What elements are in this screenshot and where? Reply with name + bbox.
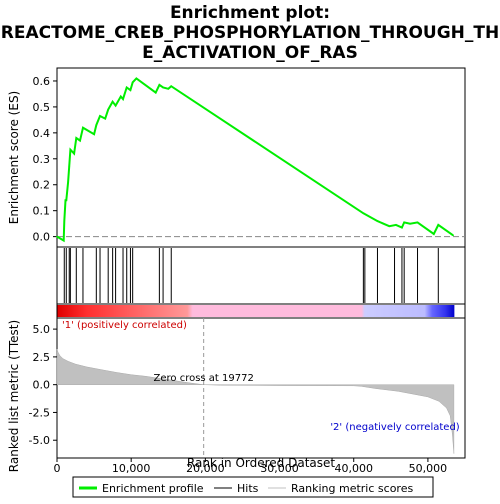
rank-bar-gradient-fill: [57, 305, 455, 317]
legend-label: Enrichment profile: [102, 482, 204, 495]
legend: Enrichment profile Hits Ranking metric sco…: [72, 476, 434, 498]
metric-y-tick-label: 0.0: [33, 379, 51, 392]
es-point: [95, 124, 98, 126]
es-point: [167, 87, 170, 90]
metric-y-tick-label: -2.5: [29, 406, 50, 419]
es-point: [433, 233, 435, 235]
chart-title: Enrichment plot:REACTOME_CREB_PHOSPHORYL…: [1, 3, 500, 63]
es-point: [131, 81, 134, 84]
metric-y-axis-label: Ranked list metric (TTest): [7, 320, 21, 472]
es-point: [452, 234, 454, 237]
es-point: [158, 84, 161, 86]
metric-y-tick-label: 2.5: [33, 351, 51, 364]
metric-y-tick-label: -5.0: [29, 434, 50, 447]
es-point: [409, 222, 411, 225]
rank-bar-panel: [56, 303, 466, 319]
es-point: [56, 235, 58, 238]
x-tick-label: 20,000: [186, 462, 225, 475]
es-point: [401, 226, 403, 229]
x-axis-label: Rank in Ordered Dataset: [187, 456, 335, 470]
es-point: [73, 152, 75, 155]
positive-correlation-label: '1' (positively correlated): [62, 320, 187, 331]
hits-panel: [56, 246, 466, 305]
metric-y-tick-label: 5.0: [33, 323, 51, 336]
negative-correlation-label: '2' (negatively correlated): [330, 422, 459, 433]
x-tick-label: 0: [54, 462, 61, 475]
es-point: [170, 85, 173, 87]
es-point: [93, 133, 95, 135]
es-y-tick-label: 0.5: [33, 101, 51, 114]
es-y-tick-label: 0.0: [33, 231, 51, 244]
es-point: [67, 181, 69, 183]
es-point: [122, 98, 124, 100]
es-point: [114, 104, 117, 107]
legend-label: Hits: [237, 482, 259, 495]
es-point: [362, 212, 365, 215]
es-point: [63, 220, 66, 222]
legend-frame: [72, 476, 434, 498]
es-y-axis-label: Enrichment score (ES): [7, 91, 21, 224]
es-y-tick-label: 0.2: [33, 179, 51, 192]
es-point: [437, 224, 440, 226]
es-point: [376, 220, 379, 222]
es-point: [79, 139, 81, 142]
es-y-tick-label: 0.1: [33, 205, 51, 218]
chart-title-line: Enrichment plot:: [170, 3, 330, 23]
es-point: [388, 225, 391, 228]
chart-title-line: E_ACTIVATION_OF_RAS: [142, 43, 358, 63]
x-tick-label: 50,000: [409, 462, 448, 475]
es-point: [129, 89, 132, 91]
es-point: [107, 108, 109, 111]
es-point: [111, 100, 114, 103]
es-point: [68, 165, 71, 168]
es-point: [65, 199, 68, 202]
es-point: [403, 221, 405, 224]
es-point: [162, 86, 164, 89]
es-plot-frame: [56, 67, 466, 248]
es-panel: 0.0 0.1 0.2 0.3 0.4 0.5 0.6 Enrichment score (E…: [7, 67, 466, 248]
legend-label: Ranking metric scores: [291, 482, 413, 495]
x-tick-label: 40,000: [334, 462, 373, 475]
metric-panel: -5.0 -2.5 0.0 2.5 5.0 Ranked list metric (TTe…: [7, 317, 466, 475]
es-point: [395, 224, 397, 226]
es-point: [69, 148, 72, 151]
es-point: [416, 221, 419, 224]
es-point: [135, 77, 138, 80]
es-point: [125, 86, 128, 89]
x-tick-label: 10,000: [112, 462, 151, 475]
hits-frame: [56, 246, 466, 305]
es-point: [104, 117, 107, 120]
es-point: [62, 239, 65, 242]
es-point: [99, 115, 101, 117]
zero-cross-label: Zero cross at 19772: [154, 373, 254, 384]
es-point: [82, 126, 84, 129]
es-point: [75, 137, 78, 139]
x-tick-label: 30,000: [260, 462, 299, 475]
es-point: [119, 95, 122, 98]
es-point: [154, 91, 157, 94]
es-y-tick-label: 0.6: [33, 75, 51, 88]
chart-title-line: REACTOME_CREB_PHOSPHORYLATION_THROUGH_TH: [1, 23, 500, 43]
es-y-tick-label: 0.3: [33, 153, 51, 166]
es-y-tick-label: 0.4: [33, 127, 51, 140]
